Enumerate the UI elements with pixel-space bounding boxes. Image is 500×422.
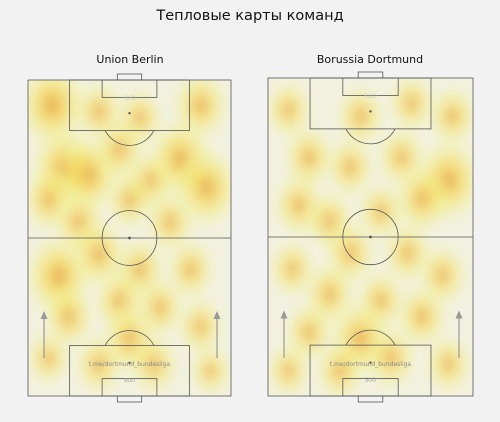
attack-direction-arrows <box>280 310 463 358</box>
logo-text-top: SUD <box>364 93 377 100</box>
penalty-spot-top <box>369 110 372 113</box>
penalty-spot-bottom <box>128 361 131 365</box>
hotspot <box>104 168 155 232</box>
penalty-arc-top <box>104 130 155 146</box>
attack-direction-arrows <box>40 311 221 359</box>
goal-bottom <box>357 395 384 403</box>
logo-text-top: SUD <box>123 95 136 102</box>
penalty-spot-bottom <box>369 361 372 364</box>
center-circle <box>101 210 158 266</box>
hotspot <box>334 83 387 149</box>
penalty-spot-top <box>128 111 131 115</box>
center-circle <box>342 208 399 266</box>
hotspot <box>313 338 366 396</box>
logo-text-bottom: SUD <box>124 378 136 384</box>
goal-top <box>116 73 143 81</box>
penalty-arc-top <box>345 128 396 145</box>
pitch-markings <box>267 71 474 403</box>
team-title-union-berlin: Union Berlin <box>96 53 164 66</box>
heat-layer <box>268 78 473 396</box>
hotspot <box>386 78 437 135</box>
hotspot <box>72 331 126 396</box>
logo-text-bottom: SUD <box>365 378 377 384</box>
penalty-arc-bottom <box>104 330 155 346</box>
hotspot <box>187 342 231 396</box>
hotspot <box>268 340 313 396</box>
arrow-head-icon <box>280 310 288 319</box>
center-spot <box>369 235 372 239</box>
hotspot <box>423 332 473 396</box>
hotspot <box>28 328 73 388</box>
goal-bottom <box>116 395 143 403</box>
figure-title: Тепловые карты команд <box>156 8 344 24</box>
arrow-head-icon <box>213 311 221 319</box>
center-spot <box>128 236 131 240</box>
pitch-markings <box>27 73 232 403</box>
arrow-head-icon <box>455 310 463 319</box>
hotspot <box>175 295 226 358</box>
hotspot <box>127 331 180 396</box>
penalty-arc-bottom <box>345 329 396 346</box>
arrow-head-icon <box>40 311 48 319</box>
hotspot <box>323 134 377 200</box>
hotspot-group <box>268 78 473 396</box>
watermark-text: t.me/dortmund_bundesliga <box>89 361 171 368</box>
goal-top <box>357 71 384 79</box>
team-title-borussia-dortmund: Borussia Dortmund <box>316 53 424 66</box>
hotspot <box>426 83 473 149</box>
watermark-text: t.me/dortmund_bundesliga <box>330 361 412 368</box>
hotspot <box>363 323 419 392</box>
hotspot <box>392 162 452 236</box>
hotspot-group <box>28 80 231 396</box>
